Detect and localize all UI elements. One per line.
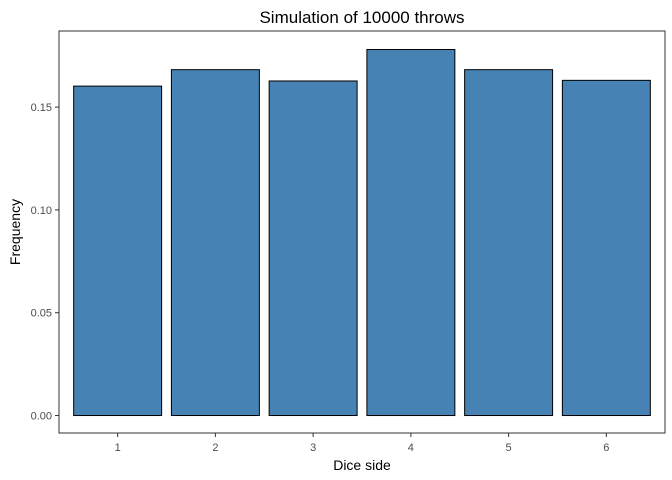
- bar-1: [73, 85, 163, 417]
- x-tick-label: 4: [408, 442, 414, 454]
- x-tick-label: 6: [603, 442, 609, 454]
- bar-5: [464, 69, 554, 417]
- x-tick-label: 3: [310, 442, 316, 454]
- bars-group: [73, 49, 651, 417]
- x-tick-label: 5: [506, 442, 512, 454]
- bar-6: [561, 79, 651, 417]
- y-tick-label: 0.00: [31, 411, 52, 423]
- bar-2: [170, 69, 260, 417]
- y-axis-title: Frequency: [7, 199, 23, 265]
- bar-3: [268, 80, 358, 417]
- x-axis: 1 2 3 4 5 6: [115, 433, 609, 454]
- y-tick-label: 0.15: [31, 102, 52, 114]
- y-axis: 0.00 0.05 0.10 0.15: [31, 102, 59, 423]
- y-tick-label: 0.10: [31, 205, 52, 217]
- x-tick-label: 1: [115, 442, 121, 454]
- y-tick-label: 0.05: [31, 308, 52, 320]
- x-axis-title: Dice side: [333, 457, 391, 473]
- x-tick-label: 2: [212, 442, 218, 454]
- bar-4: [366, 49, 456, 417]
- chart-title: Simulation of 10000 throws: [259, 8, 464, 27]
